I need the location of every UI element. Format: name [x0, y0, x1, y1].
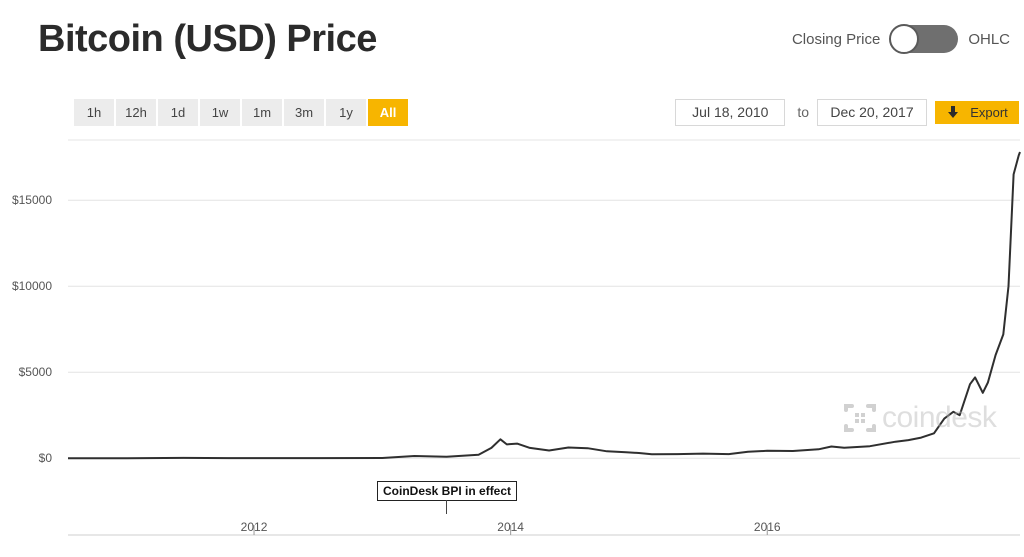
price-series-line	[68, 151, 1021, 460]
annotation-marker	[446, 500, 447, 514]
x-tick-label: 2012	[241, 520, 268, 534]
export-label: Export	[970, 104, 1008, 120]
closing-price-label[interactable]: Closing Price	[791, 30, 881, 48]
page-title: Bitcoin (USD) Price	[38, 18, 377, 60]
range-button-3m[interactable]: 3m	[284, 99, 324, 126]
y-tick-label: $0	[39, 451, 53, 465]
range-button-1m[interactable]: 1m	[242, 99, 282, 126]
range-button-1y[interactable]: 1y	[326, 99, 366, 126]
coindesk-watermark: coindesk	[842, 400, 997, 436]
ohlc-label[interactable]: OHLC	[968, 30, 1010, 48]
price-mode-toggle-group: Closing Price OHLC	[792, 24, 1010, 54]
toggle-knob[interactable]	[889, 24, 920, 54]
price-mode-toggle[interactable]	[889, 24, 959, 54]
price-chart[interactable]: $0 $5000 $10000 $15000 2012 2014 2016	[0, 130, 1024, 557]
time-range-buttons: 1h 12h 1d 1w 1m 3m 1y All	[74, 99, 408, 126]
end-date-input[interactable]	[817, 98, 927, 126]
range-button-12h[interactable]: 12h	[116, 99, 156, 126]
range-button-1w[interactable]: 1w	[200, 99, 240, 126]
x-tick-label: 2014	[497, 520, 524, 534]
down-arrow-icon	[948, 106, 959, 118]
start-date-input[interactable]	[675, 98, 786, 126]
coindesk-bpi-annotation[interactable]: CoinDesk BPI in effect	[377, 481, 518, 501]
y-tick-label: $10000	[12, 279, 52, 293]
y-tick-label: $5000	[19, 365, 53, 379]
range-button-all[interactable]: All	[368, 99, 408, 126]
to-label: to	[797, 104, 809, 120]
date-range-picker: to Export	[675, 98, 1019, 126]
range-button-1d[interactable]: 1d	[158, 99, 198, 126]
y-tick-label: $15000	[12, 193, 52, 207]
coindesk-logo-icon	[844, 404, 876, 432]
watermark-text: coindesk	[882, 401, 997, 434]
x-tick-label: 2016	[754, 520, 781, 534]
range-button-1h[interactable]: 1h	[74, 99, 114, 126]
export-button[interactable]: Export	[935, 100, 1019, 124]
